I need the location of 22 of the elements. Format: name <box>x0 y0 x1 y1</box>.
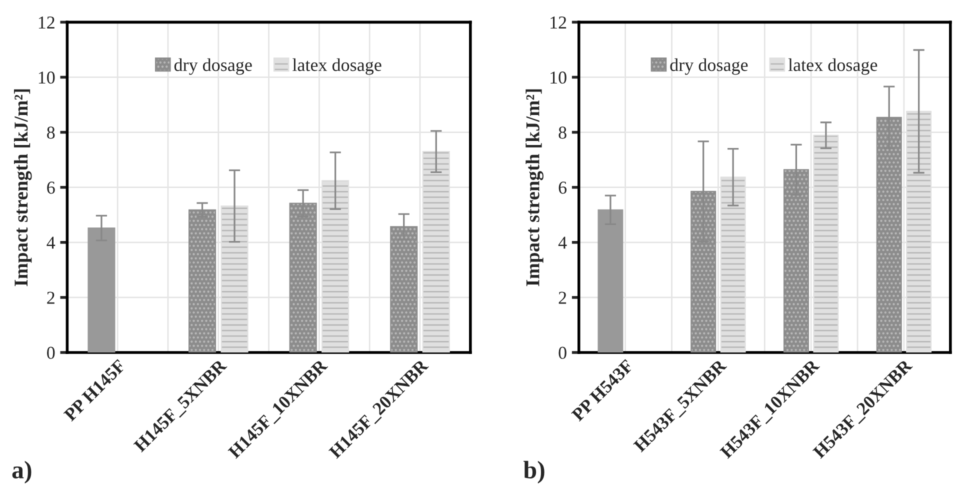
y-tick-label: 12 <box>38 16 54 28</box>
y-tick-label: 0 <box>558 346 566 359</box>
legend-label: latex dosage <box>788 58 878 75</box>
y-tick-label: 8 <box>47 126 55 139</box>
legend-label: dry dosage <box>670 58 748 75</box>
y-tick-label: 2 <box>558 292 566 304</box>
y-tick-label: 12 <box>550 16 566 28</box>
legend-label: latex dosage <box>292 58 382 75</box>
y-tick-label: 4 <box>46 236 56 249</box>
y-tick-label: 6 <box>47 182 55 194</box>
y-tick-label: 0 <box>47 346 55 359</box>
text: a) <box>12 460 32 484</box>
legend-label: dry dosage <box>174 58 252 75</box>
y-tick-label: 2 <box>47 292 54 304</box>
y-axis-title: Impact strength [kJ/m²] <box>526 89 544 286</box>
y-tick-label: 8 <box>558 126 566 139</box>
y-tick-label: 4 <box>558 236 567 249</box>
y-tick-label: 10 <box>38 71 55 84</box>
text: b) <box>524 460 544 484</box>
y-tick-label: 6 <box>558 182 567 194</box>
y-tick-label: 10 <box>550 71 566 84</box>
y-axis-title: Impact strength [kJ/m²] <box>14 89 32 286</box>
